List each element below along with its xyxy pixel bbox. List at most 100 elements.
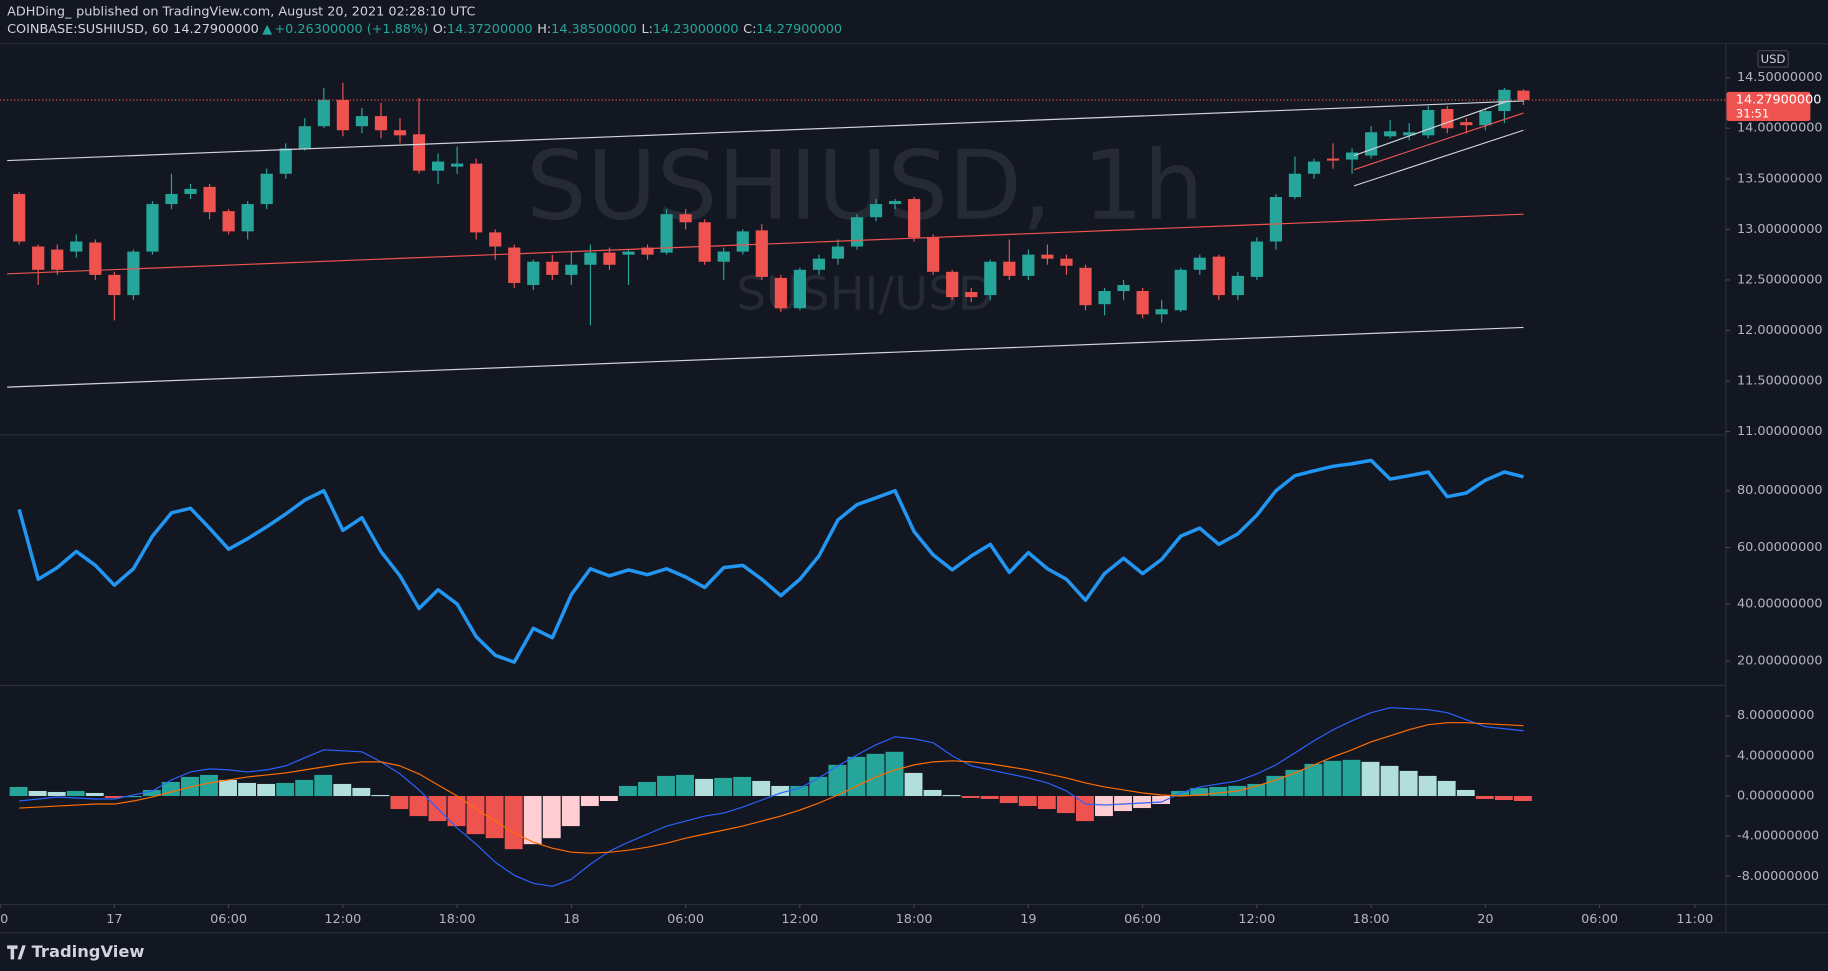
histogram-bar (1152, 795, 1171, 805)
candle-body (1136, 291, 1149, 315)
histogram-bar (314, 774, 333, 796)
histogram-bar (181, 776, 199, 796)
histogram-bar (1209, 786, 1228, 796)
candle-body (184, 188, 197, 194)
x-tick-label: 18 (563, 912, 579, 927)
candle-body (1288, 173, 1302, 197)
y-tick-label: 11.50000000 (1737, 374, 1823, 389)
histogram-bar (580, 795, 599, 807)
candle-body (1441, 109, 1454, 129)
c-value: 14.27900000 (756, 22, 842, 37)
x-tick-label: 18:00 (896, 912, 933, 927)
histogram-bar (466, 795, 485, 835)
candle-body (812, 258, 826, 270)
histogram-bar (828, 764, 847, 796)
symbol-line: COINBASE:SUSHIUSD, 60 14.27900000 ▲ +0.2630… (7, 22, 842, 37)
histogram-bar (1494, 795, 1513, 801)
candle-body (1003, 261, 1016, 276)
candle-body (584, 252, 597, 265)
candle-body (1307, 161, 1321, 174)
y-tick-label: 13.50000000 (1737, 171, 1823, 186)
histogram-bar (733, 776, 752, 796)
histogram-bar (618, 785, 637, 796)
change: +0.26300000 (+1.88%) (274, 22, 428, 37)
candle-body (1460, 122, 1473, 126)
candle-body (622, 251, 635, 255)
histogram-bar (1475, 795, 1494, 799)
candle-body (679, 214, 692, 223)
candle-body (32, 246, 45, 270)
arrow: ▲ (262, 22, 272, 37)
candle-body (831, 246, 845, 259)
histogram-bar (999, 795, 1018, 804)
histogram-bar (352, 787, 371, 796)
candle-body (1212, 256, 1225, 296)
candle-body (1403, 132, 1416, 136)
histogram-bar (409, 795, 428, 817)
candles (13, 82, 1530, 326)
histogram-bar (599, 795, 618, 802)
histogram-bar (1018, 795, 1037, 807)
histogram-bar (1190, 787, 1209, 796)
histogram-bar (485, 795, 504, 839)
histogram-bar (657, 775, 675, 796)
trend-line (7, 100, 1524, 162)
candle-body (298, 126, 311, 149)
candle-body (489, 232, 502, 247)
candle-body (888, 201, 902, 205)
candle-body (1041, 254, 1054, 259)
histogram-bar (504, 795, 523, 850)
histogram-bar (1056, 795, 1075, 814)
histogram-bar (1323, 760, 1342, 796)
candle-body (241, 204, 254, 232)
trend-line (1353, 129, 1524, 187)
histogram-bar (142, 789, 161, 796)
y-tick-label: 60.00000000 (1737, 540, 1823, 555)
histogram-bar (1399, 770, 1418, 796)
rsi-line (17, 458, 1524, 664)
candle-body (1384, 131, 1397, 137)
candle-body (355, 116, 369, 127)
publisher: ADHDing_ (7, 4, 72, 19)
o-label: O: (433, 22, 447, 37)
histogram-bar (1361, 761, 1380, 796)
l-label: L: (641, 22, 652, 37)
candle-body (279, 148, 292, 174)
histogram-bar (638, 781, 656, 796)
y-tick-label: 11.00000000 (1737, 424, 1823, 439)
histogram-bar (66, 790, 85, 796)
x-tick-label: 06:00 (667, 912, 704, 927)
candle-body (603, 252, 616, 265)
x-tick-label: 12:00 (1238, 912, 1275, 927)
histogram-bar (161, 781, 180, 796)
histogram-bar (866, 753, 885, 796)
candle-body (1269, 196, 1283, 242)
y-tick-label: 14.00000000 (1737, 121, 1823, 136)
symbol: COINBASE:SUSHIUSD, 60 (7, 22, 168, 37)
histogram-bar (847, 756, 866, 796)
x-tick-label: 18:00 (1353, 912, 1390, 927)
trend-line (1353, 100, 1509, 157)
y-tick-label: 12.50000000 (1737, 272, 1823, 287)
candle-body (850, 217, 864, 247)
macd-line (19, 722, 1524, 854)
candle-body (1231, 275, 1244, 296)
histogram-bar (523, 795, 542, 845)
candle-body (1345, 152, 1359, 160)
candle-body (546, 261, 559, 275)
histogram-bar (1513, 795, 1532, 802)
candle-body (1422, 110, 1435, 136)
c-label: C: (743, 22, 756, 37)
l-value: 14.23000000 (653, 22, 739, 37)
candle-body (508, 247, 521, 283)
histogram-bar (1075, 795, 1094, 822)
histogram-bar (1342, 759, 1361, 796)
candle-body (51, 249, 64, 270)
brand-logo (7, 945, 26, 960)
candle-body (1326, 158, 1340, 161)
candle-body (70, 241, 83, 252)
histogram-bar (390, 795, 409, 810)
currency-box (1757, 50, 1789, 68)
x-tick-label: 18:00 (439, 912, 476, 927)
candle-body (698, 222, 711, 262)
